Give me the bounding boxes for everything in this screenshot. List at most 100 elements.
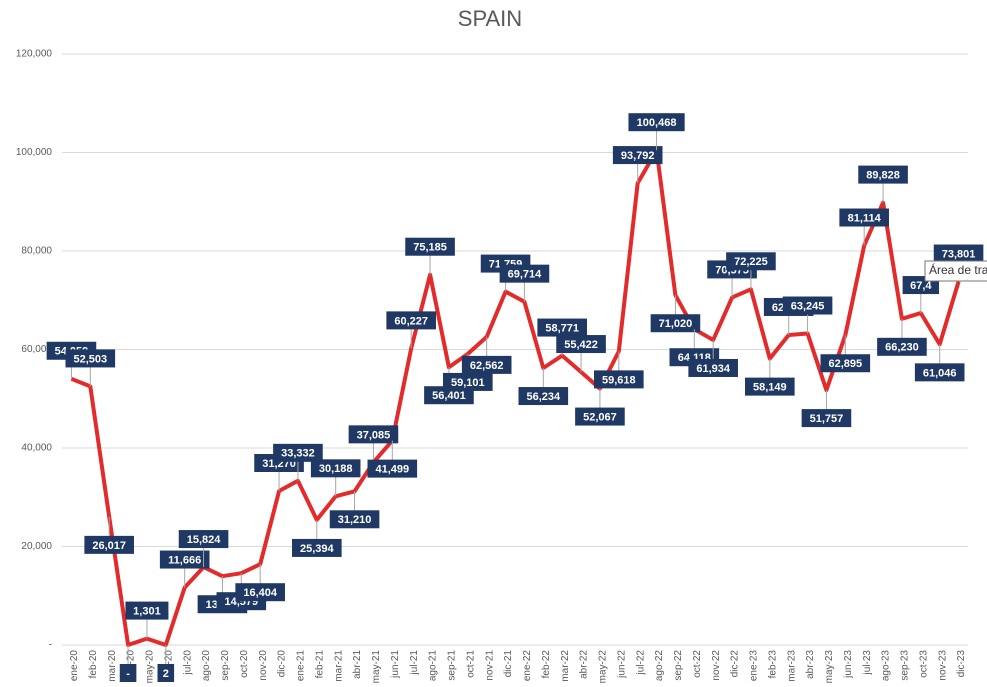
value-label: 61,046 [923, 367, 957, 379]
x-tick-label: nov-20 [258, 650, 269, 681]
data-label: 37,085 [348, 425, 399, 463]
label-box [329, 510, 380, 529]
label-box [518, 387, 569, 406]
data-label: 15,824 [178, 530, 229, 568]
data-label: 67,4 [902, 276, 940, 314]
x-tick-label: jul-21 [409, 650, 420, 676]
data-label: 58,771 [537, 318, 587, 356]
label-box [612, 146, 663, 165]
value-label: 59,101 [451, 377, 485, 389]
label-box [125, 601, 169, 620]
x-tick-label: sep-22 [673, 650, 684, 681]
value-label: 51,757 [810, 413, 844, 425]
x-tick-label: ene-23 [749, 650, 760, 682]
value-label: 73,801 [942, 248, 976, 260]
x-tick-label: mar-20 [107, 650, 118, 682]
x-tick-label: ene-22 [522, 650, 533, 682]
label-box [386, 311, 436, 330]
label-box [745, 377, 795, 396]
label-box [594, 370, 644, 389]
label-box [273, 443, 323, 462]
x-tick-label: dic-20 [277, 650, 288, 678]
data-label: 11,666 [159, 550, 210, 588]
x-tick-label: abr-23 [805, 650, 816, 679]
label-box [310, 459, 361, 478]
data-label: 31,210 [329, 491, 380, 529]
tooltip-text: Área de tra [929, 262, 987, 277]
value-label: 66,230 [885, 342, 919, 354]
value-label: 93,792 [621, 150, 655, 162]
x-tick-label: feb-20 [88, 650, 99, 679]
y-tick-label: 40,000 [21, 443, 52, 454]
y-tick-label: 80,000 [21, 246, 52, 257]
value-label: 16,404 [243, 587, 278, 599]
x-tick-label: ene-20 [69, 650, 80, 682]
value-label: 56,401 [432, 390, 466, 402]
label-box [292, 538, 342, 557]
data-label: 51,757 [801, 390, 852, 428]
label-box [443, 372, 493, 391]
label-box [537, 318, 587, 337]
value-label: 71,020 [659, 318, 693, 330]
value-label: 81,114 [848, 212, 882, 224]
x-tick-label: sep-23 [900, 650, 911, 681]
value-label: 67,4 [910, 280, 932, 292]
x-tick-label: dic-21 [503, 650, 514, 678]
x-tick-label: may-23 [824, 650, 835, 684]
label-box [628, 113, 685, 132]
label-box [726, 252, 776, 271]
x-tick-label: feb-23 [767, 650, 778, 679]
x-tick-label: ago-23 [881, 650, 892, 682]
y-tick-label: 60,000 [21, 344, 52, 355]
value-label: 33,332 [281, 448, 315, 460]
data-label: 55,422 [556, 335, 606, 373]
data-label: 56,234 [518, 368, 569, 406]
x-tick-label: feb-21 [314, 650, 325, 679]
value-label: 89,828 [866, 170, 900, 182]
x-tick-label: ago-22 [654, 650, 665, 682]
value-label: 59,618 [602, 374, 636, 386]
x-tick-label: ago-21 [428, 650, 439, 682]
y-tick-label: 20,000 [21, 541, 52, 552]
x-tick-label: jun-22 [616, 650, 627, 679]
x-tick-label: ago-20 [201, 650, 212, 682]
data-label: 61,046 [914, 344, 965, 382]
label-box [235, 583, 285, 602]
value-label: - [126, 668, 130, 680]
value-label: 15,824 [187, 534, 222, 546]
data-label: 89,828 [858, 165, 908, 203]
data-label: 52,503 [65, 349, 116, 387]
label-box [556, 335, 606, 354]
data-label: 16,404 [235, 564, 285, 602]
data-label: 75,185 [405, 237, 455, 275]
value-label: 30,188 [319, 463, 353, 475]
data-label: 61,934 [688, 339, 738, 377]
data-label: 72,225 [726, 252, 776, 290]
value-label: 72,225 [734, 256, 768, 268]
value-label: 63,245 [791, 300, 825, 312]
x-tick-label: may-22 [598, 650, 609, 684]
data-label: 62,562 [461, 336, 512, 374]
data-label: 30,188 [310, 459, 361, 497]
data-label: 33,332 [273, 443, 323, 481]
x-tick-label: oct-20 [239, 650, 250, 678]
x-tick-label: may-20 [145, 650, 156, 684]
x-tick-label: jul-23 [862, 650, 873, 676]
data-label: 81,114 [839, 208, 889, 246]
label-box [84, 535, 134, 554]
x-tick-label: sep-21 [447, 650, 458, 681]
label-box [914, 363, 965, 382]
value-label: 25,394 [300, 543, 335, 555]
data-label: 59,618 [594, 351, 644, 389]
value-label: 69,714 [508, 269, 543, 281]
data-label: 1,301 [125, 601, 169, 639]
data-label: 52,067 [575, 388, 625, 426]
label-box [178, 530, 229, 549]
data-label: 25,394 [292, 519, 342, 557]
label-box [801, 409, 852, 428]
x-tick-label: oct-23 [918, 650, 929, 678]
series-line [70, 148, 961, 647]
data-label: 93,792 [612, 146, 663, 184]
x-tick-label: jun-21 [390, 650, 401, 679]
